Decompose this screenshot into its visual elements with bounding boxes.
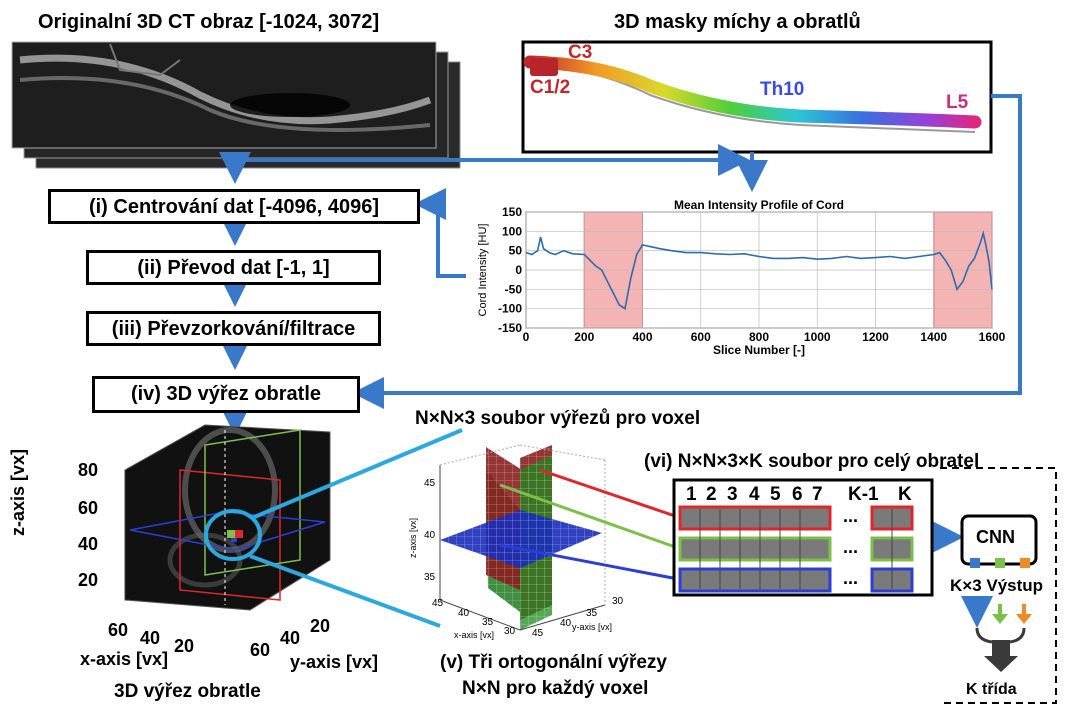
- ortho-z-tick-3: 35: [424, 572, 436, 583]
- ellipsis-row-2: ...: [843, 537, 859, 557]
- ortho-x-label: x-axis [vx]: [454, 630, 495, 640]
- ortho-y-tick-2: 40: [560, 618, 572, 629]
- coronal-strip: [678, 536, 832, 562]
- crop3d-y-ticks-1: 60: [250, 640, 271, 660]
- orthogonal-crops-plot: [439, 444, 606, 631]
- ortho-title-line2: N×N pro každý voxel: [462, 678, 649, 699]
- masks-title: 3D masky míchy a obratlů: [614, 11, 861, 33]
- ortho-y-tick-1: 45: [532, 628, 544, 639]
- axial-strip: [678, 567, 832, 593]
- x-tick-label-3: 400: [632, 330, 652, 344]
- y-tick-label-2: -100: [498, 302, 522, 316]
- y-tick-label-4: 0: [515, 263, 522, 277]
- step-conversion: (ii) Převod dat [-1, 1]: [86, 250, 381, 285]
- zoom-lines: [249, 428, 463, 628]
- mask-label-l5: L5: [946, 92, 969, 113]
- ellipsis-row-3: ...: [843, 568, 859, 588]
- ortho-x-tick-2: 40: [458, 608, 470, 619]
- mask-label-th10: Th10: [760, 79, 805, 100]
- crop3d-y-ticks-3: 20: [310, 616, 331, 636]
- x-tick-label-8: 1400: [920, 330, 947, 344]
- ortho-y-tick-3: 35: [586, 608, 598, 619]
- crop3d-title: 3D výřez obratle: [114, 681, 261, 702]
- slice-number-1: 1: [686, 484, 697, 505]
- crop3d-z-label: z-axis [vx]: [8, 448, 28, 536]
- mask-label-c12: C1/2: [530, 77, 571, 98]
- step-resampling: (iii) Převzorkování/filtrace: [86, 311, 381, 346]
- cnn-classes-label: K třída: [966, 681, 1017, 698]
- step-centering: (i) Centrování dat [-4096, 4096]: [48, 189, 420, 224]
- slice-number-2: 2: [706, 484, 717, 505]
- ortho-z-tick-2: 40: [424, 530, 436, 541]
- y-tick-label-5: 50: [509, 244, 523, 258]
- ct-title: Originalní 3D CT obraz [-1024, 3072]: [38, 11, 380, 33]
- crop-to-strip-lines: [499, 468, 679, 581]
- flow-arrows: [219, 94, 1022, 553]
- slice-number-3: 3: [727, 484, 738, 505]
- step-vertebra-crop: (iv) 3D výřez obratle: [92, 376, 360, 413]
- vertebra-masks: [523, 55, 982, 129]
- sagittal-plane: [179, 469, 281, 601]
- ct-image-stack: [11, 41, 461, 169]
- slice-number-k-1: K-1: [848, 484, 879, 505]
- slice-number-4: 4: [749, 484, 760, 505]
- y-tick-label-6: 100: [502, 224, 522, 238]
- ortho-x-tick-3: 35: [482, 617, 494, 628]
- x-tick-label-1: 0: [523, 330, 530, 344]
- ortho-x-tick-1: 45: [432, 598, 444, 609]
- crop3d-x-ticks-3: 20: [174, 636, 195, 656]
- crop3d-z-tick-4: 20: [78, 570, 99, 590]
- crop3d-z-tick-2: 60: [78, 498, 99, 518]
- crop3d-z-tick-1: 80: [78, 460, 99, 480]
- slice-number-k: K: [898, 484, 912, 505]
- x-tick-label-5: 800: [749, 330, 769, 344]
- x-tick-label-6: 1000: [804, 330, 831, 344]
- slice-number-5: 5: [770, 484, 781, 505]
- slice-number-7: 7: [812, 484, 823, 505]
- ortho-z-tick-1: 45: [424, 478, 436, 489]
- crop-set-title: N×N×3 soubor výřezů pro voxel: [415, 408, 701, 429]
- crop3d-z-tick-3: 40: [78, 534, 99, 554]
- ortho-x-tick-4: 30: [504, 626, 516, 637]
- vertebra-3d-crop: [124, 424, 331, 611]
- y-axis-label: Cord Intensity [HU]: [477, 224, 489, 317]
- y-tick-label-3: -50: [505, 282, 523, 296]
- cnn-label: CNN: [976, 527, 1015, 547]
- y-tick-label-1: -150: [498, 321, 522, 335]
- full-set-panel: [672, 478, 934, 597]
- intensity-series-line: [525, 230, 993, 311]
- ellipsis-row-1: ...: [843, 506, 859, 526]
- axial-plane: [129, 511, 326, 551]
- ortho-z-label: z-axis [vx]: [408, 517, 418, 558]
- x-tick-label-2: 200: [574, 330, 594, 344]
- crop3d-x-ticks-1: 60: [108, 620, 129, 640]
- x-axis-label: Slice Number [-]: [713, 343, 805, 357]
- x-tick-label-4: 600: [691, 330, 711, 344]
- crop3d-y-ticks-2: 40: [280, 628, 301, 648]
- slice-number-6: 6: [792, 484, 803, 505]
- ortho-title-line1: (v) Tři ortogonální výřezy: [440, 652, 667, 673]
- mask-label-c3: C3: [568, 42, 593, 63]
- ortho-y-label: y-axis [vx]: [572, 622, 613, 632]
- crop3d-x-label: x-axis [vx]: [80, 649, 169, 669]
- full-set-title: (vi) N×N×3×K soubor pro celý obratel: [644, 451, 980, 472]
- ortho-y-tick-4: 30: [612, 596, 624, 607]
- y-tick-label-7: 150: [502, 205, 522, 219]
- crop3d-x-ticks-2: 40: [140, 628, 161, 648]
- sagittal-strip: [678, 505, 832, 531]
- x-tick-label-7: 1200: [862, 330, 889, 344]
- voxel-highlight-circle: [204, 509, 262, 561]
- chart-title: Mean Intensity Profile of Cord: [674, 198, 844, 212]
- spine-mask-panel: [521, 40, 993, 154]
- cnn-output-label: K×3 Výstup: [950, 576, 1044, 595]
- intensity-chart-marks: -150 -100 -50 0 50 100 150 0 200 400 600 800 1000 120…: [477, 198, 1006, 357]
- crop3d-y-label: y-axis [vx]: [290, 652, 379, 672]
- x-tick-label-9: 1600: [979, 330, 1006, 344]
- cnn-panel: [940, 467, 1057, 704]
